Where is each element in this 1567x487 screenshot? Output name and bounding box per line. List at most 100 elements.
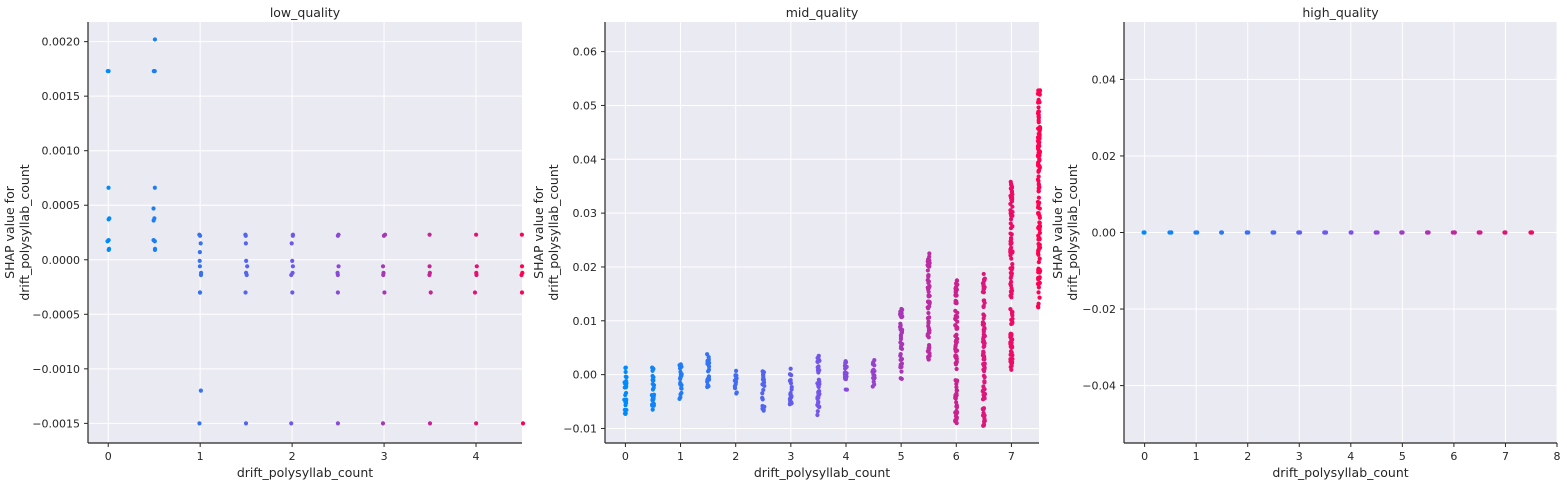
x-tick-label: 0	[105, 450, 112, 463]
data-point	[106, 217, 111, 222]
data-point	[1037, 88, 1043, 93]
data-point	[1009, 241, 1014, 246]
data-point	[982, 379, 987, 384]
y-tick-label: 0.0010	[42, 145, 81, 158]
data-point	[243, 421, 249, 426]
data-point	[954, 278, 960, 283]
data-point	[679, 373, 684, 378]
data-point	[981, 362, 986, 367]
data-point	[651, 383, 657, 388]
data-point	[733, 368, 739, 373]
data-point	[1010, 192, 1015, 197]
data-point	[899, 369, 904, 374]
x-tick-label: 3	[381, 450, 388, 463]
data-point	[761, 407, 766, 412]
data-point	[650, 387, 656, 392]
data-point	[105, 239, 110, 244]
data-point	[981, 316, 986, 321]
data-point	[953, 355, 959, 360]
x-tick-label: 6	[1450, 450, 1457, 463]
data-point	[789, 384, 794, 390]
data-point	[381, 272, 386, 278]
data-point	[152, 247, 158, 253]
data-point	[1424, 230, 1430, 235]
data-point	[1010, 224, 1015, 229]
data-point	[1141, 230, 1146, 235]
data-point	[705, 352, 710, 357]
data-point	[734, 376, 739, 381]
y-tick-label: −0.04	[1082, 380, 1116, 393]
data-point	[954, 366, 959, 372]
data-point	[1036, 181, 1041, 187]
x-tick-label: 3	[1296, 450, 1303, 463]
data-point	[925, 263, 931, 268]
data-point	[980, 407, 986, 412]
data-point	[1349, 230, 1354, 235]
data-point	[623, 392, 628, 398]
data-point	[843, 359, 848, 364]
data-point	[789, 373, 794, 378]
panel-low_quality: 0 1 2 3 4 −0.0015 −0.0010 −0.0005 0.0000 0.0005 0.…	[2, 5, 526, 480]
data-point	[622, 411, 628, 416]
data-point	[1036, 189, 1041, 194]
data-point	[428, 290, 433, 295]
data-point	[926, 279, 932, 284]
data-point	[1035, 177, 1041, 182]
data-point	[843, 377, 849, 382]
data-point	[927, 304, 932, 309]
data-point	[427, 264, 432, 269]
data-point	[679, 390, 684, 396]
data-point	[953, 308, 958, 313]
data-point	[981, 423, 987, 428]
data-point	[152, 185, 157, 190]
data-point	[815, 359, 820, 364]
data-point	[980, 289, 985, 295]
data-point	[1010, 250, 1015, 255]
data-point	[245, 264, 250, 269]
data-point	[382, 290, 387, 295]
data-point	[1036, 195, 1042, 200]
data-point	[926, 326, 932, 331]
y-tick-label: 0.02	[573, 261, 598, 274]
scatter-points	[622, 88, 1043, 428]
data-point	[105, 68, 110, 74]
x-tick-label: 0	[1141, 450, 1148, 463]
data-point	[815, 409, 820, 414]
x-tick-label: 2	[289, 450, 296, 463]
data-point	[1035, 100, 1041, 105]
data-point	[1010, 309, 1015, 315]
data-point	[926, 330, 932, 335]
data-point	[1008, 341, 1013, 347]
data-point	[732, 386, 738, 391]
data-point	[926, 310, 931, 316]
data-point	[898, 332, 904, 338]
data-point	[1008, 283, 1014, 288]
y-axis-label-line2: drift_polysyllab_count	[1065, 164, 1080, 300]
data-point	[760, 369, 765, 374]
y-tick-label: 0.02	[1092, 150, 1117, 163]
data-point	[843, 387, 848, 392]
data-point	[151, 206, 156, 211]
data-point	[788, 378, 793, 383]
data-point	[198, 233, 203, 238]
data-point	[1037, 280, 1042, 285]
data-point	[981, 332, 986, 337]
plot-background	[88, 22, 522, 443]
data-point	[1036, 109, 1042, 114]
data-point	[761, 387, 766, 393]
data-point	[927, 293, 932, 299]
data-point	[815, 412, 820, 418]
data-point	[1168, 230, 1173, 235]
data-point	[427, 421, 433, 426]
data-point	[290, 233, 295, 238]
data-point	[197, 264, 202, 269]
panel-high_quality: 0 1 2 3 4 5 6 7 8 −0.04 −0.02 0.00 0.02 0.04 high_qual…	[1050, 5, 1561, 480]
data-point	[871, 375, 876, 381]
data-point	[761, 377, 766, 382]
data-point	[290, 290, 295, 295]
data-point	[981, 304, 986, 310]
data-point	[1008, 289, 1014, 294]
x-axis-label: drift_polysyllab_count	[237, 465, 373, 480]
data-point	[981, 350, 986, 355]
data-point	[926, 300, 931, 305]
